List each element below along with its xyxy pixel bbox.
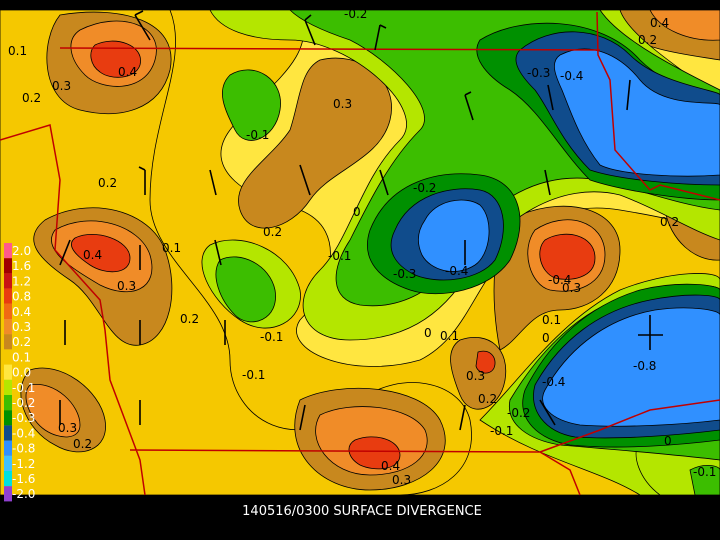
legend-swatch [4,258,12,274]
contour-label: 0.4 [381,459,400,473]
contour-label: 0.3 [392,473,411,487]
contour-label: -0.4 [548,273,571,287]
contour-label: 0.1 [542,313,561,327]
legend-swatch [4,395,12,411]
wind-barbs [59,10,663,431]
contour-label: 0.3 [333,97,352,111]
contour-label: 0.2 [263,225,282,239]
legend-swatch [4,425,12,441]
contour-label: 0 [424,326,432,340]
contour-label: -0.8 [633,359,656,373]
legend-label: -1.2 [12,457,35,471]
legend-swatch [4,364,12,380]
contour-label: 0.2 [478,392,497,406]
contour-label: 0.2 [180,312,199,326]
contour-label: -0.1 [328,249,351,263]
contour-label: 0.4 [118,65,137,79]
legend-swatch [4,410,12,426]
contour-label: 0.3 [117,279,136,293]
contour-label: 0.1 [440,329,459,343]
contour-label: -0.1 [260,330,283,344]
contour-label: 0 [353,205,361,219]
legend-label: 2.0 [12,244,31,258]
contour-label: 0.2 [73,437,92,451]
legend-swatch [4,273,12,289]
legend-swatch [4,379,12,395]
legend-label: -0.1 [12,381,35,395]
color-legend: 2.01.61.20.80.40.30.20.10.0-0.1-0.2-0.3-… [4,243,35,502]
legend-label: 0.0 [12,366,31,380]
contour-label: 0.3 [58,421,77,435]
legend-label: -0.4 [12,426,35,440]
contour-label: 0.2 [660,215,679,229]
contour-label: -0.2 [344,7,367,21]
legend-label: 1.6 [12,259,31,273]
contour-label: -0.4 [445,264,468,278]
legend-label: -0.2 [12,396,35,410]
legend-label: 1.2 [12,274,31,288]
contour-label: 0.1 [8,44,27,58]
legend-label: -0.3 [12,411,35,425]
legend-label: 0.8 [12,290,31,304]
legend-swatch [4,471,12,487]
legend-swatch [4,440,12,456]
contour-label: 0.4 [650,16,669,30]
contour-label: -0.1 [246,128,269,142]
legend-label: -2.0 [12,487,35,501]
contour-label: -0.2 [413,181,436,195]
legend-label: 0.4 [12,305,31,319]
contour-label: 0.3 [52,79,71,93]
contour-label: -0.3 [393,267,416,281]
contour-label: 0.3 [466,369,485,383]
legend-swatch [4,334,12,350]
legend-swatch [4,319,12,335]
legend-label: 0.3 [12,320,31,334]
contour-label: 0.1 [162,241,181,255]
contour-label: 0.2 [98,176,117,190]
contour-label: -0.3 [527,66,550,80]
caption: 140516/0300 SURFACE DIVERGENCE [242,504,482,519]
contour-label: 0.2 [22,91,41,105]
legend-swatch [4,288,12,304]
contour-label: -0.1 [242,368,265,382]
contour-label: 0 [664,434,672,448]
contour-label: -0.2 [507,406,530,420]
contour-label: -0.1 [490,424,513,438]
contour-label: -0.4 [560,69,583,83]
contour-label: 0.3 [562,281,581,295]
legend-label: 0.1 [12,350,31,364]
contour-label: 0.4 [83,248,102,262]
legend-swatch [4,243,12,259]
contour-label: -0.1 [693,465,716,479]
legend-label: 0.2 [12,335,31,349]
legend-swatch [4,455,12,471]
legend-swatch [4,486,12,502]
contour-labels: 0.1 0.2 0.3 0.4 -0.2 0.3 -0.1 -0.3 -0.4 … [8,7,716,487]
contour-label: 0.2 [638,33,657,47]
contour-label: 0 [542,331,550,345]
legend-swatch [4,349,12,365]
legend-label: -0.8 [12,442,35,456]
legend-label: -1.6 [12,472,35,486]
legend-swatch [4,303,12,319]
contour-fills [0,9,720,496]
contour-label: -0.4 [542,375,565,389]
state-borders [0,11,720,496]
